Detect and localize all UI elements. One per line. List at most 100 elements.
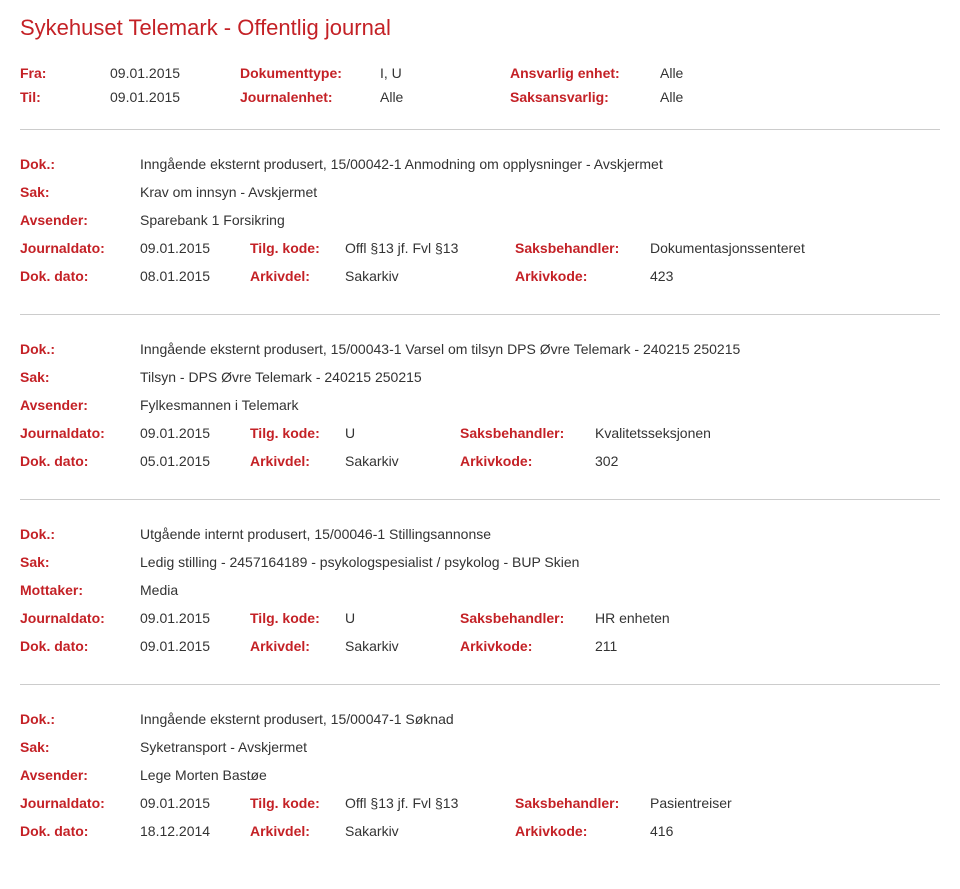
meta-row-2: Dok. dato: 05.01.2015 Arkivdel: Sakarkiv… (20, 447, 940, 475)
dok-value: Utgående internt produsert, 15/00046-1 S… (140, 526, 491, 542)
sender-label: Avsender: (20, 212, 140, 228)
sender-row: Avsender: Lege Morten Bastøe (20, 761, 940, 789)
meta-row-2: Dok. dato: 09.01.2015 Arkivdel: Sakarkiv… (20, 632, 940, 660)
sak-row: Sak: Ledig stilling - 2457164189 - psyko… (20, 548, 940, 576)
saksbehandler-value: Pasientreiser (650, 795, 732, 811)
dokdato-label: Dok. dato: (20, 268, 140, 284)
journalenhet-label: Journalenhet: (240, 89, 380, 105)
sender-value: Lege Morten Bastøe (140, 767, 267, 783)
arkivkode-value: 416 (650, 823, 673, 839)
dok-value: Inngående eksternt produsert, 15/00047-1… (140, 711, 454, 727)
dokdato-value: 05.01.2015 (140, 453, 250, 469)
tilgkode-label: Tilg. kode: (250, 240, 345, 256)
sak-value: Ledig stilling - 2457164189 - psykologsp… (140, 554, 579, 570)
arkivdel-value: Sakarkiv (345, 453, 460, 469)
sak-label: Sak: (20, 369, 140, 385)
arkivkode-label: Arkivkode: (515, 823, 650, 839)
sender-label: Avsender: (20, 397, 140, 413)
journaldato-value: 09.01.2015 (140, 795, 250, 811)
meta-row-1: Journaldato: 09.01.2015 Tilg. kode: Offl… (20, 234, 940, 262)
dok-label: Dok.: (20, 156, 140, 172)
dokdato-label: Dok. dato: (20, 453, 140, 469)
journal-container: Sykehuset Telemark - Offentlig journal F… (0, 0, 960, 889)
meta-row-1: Journaldato: 09.01.2015 Tilg. kode: U Sa… (20, 604, 940, 632)
dok-row: Dok.: Utgående internt produsert, 15/000… (20, 520, 940, 548)
dokdato-value: 09.01.2015 (140, 638, 250, 654)
tilgkode-label: Tilg. kode: (250, 425, 345, 441)
dokdato-label: Dok. dato: (20, 823, 140, 839)
page-title: Sykehuset Telemark - Offentlig journal (20, 0, 940, 51)
journal-record: Dok.: Utgående internt produsert, 15/000… (20, 499, 940, 684)
sak-value: Syketransport - Avskjermet (140, 739, 307, 755)
journalenhet-value: Alle (380, 89, 510, 105)
sak-label: Sak: (20, 554, 140, 570)
saksansvarlig-value: Alle (660, 89, 683, 105)
dok-row: Dok.: Inngående eksternt produsert, 15/0… (20, 150, 940, 178)
saksbehandler-value: Dokumentasjonssenteret (650, 240, 805, 256)
meta-row-2: Dok. dato: 18.12.2014 Arkivdel: Sakarkiv… (20, 817, 940, 845)
dok-label: Dok.: (20, 526, 140, 542)
dokdato-value: 18.12.2014 (140, 823, 250, 839)
sender-value: Media (140, 582, 178, 598)
arkivdel-value: Sakarkiv (345, 268, 515, 284)
journaldato-value: 09.01.2015 (140, 610, 250, 626)
meta-row-2: Dok. dato: 08.01.2015 Arkivdel: Sakarkiv… (20, 262, 940, 290)
sender-row: Avsender: Fylkesmannen i Telemark (20, 391, 940, 419)
arkivdel-label: Arkivdel: (250, 453, 345, 469)
fra-label: Fra: (20, 65, 110, 81)
saksbehandler-label: Saksbehandler: (515, 795, 650, 811)
tilgkode-value: U (345, 610, 460, 626)
meta-row-1: Journaldato: 09.01.2015 Tilg. kode: Offl… (20, 789, 940, 817)
sender-row: Avsender: Sparebank 1 Forsikring (20, 206, 940, 234)
header-block: Fra: 09.01.2015 Dokumenttype: I, U Ansva… (20, 51, 940, 129)
header-row-1: Fra: 09.01.2015 Dokumenttype: I, U Ansva… (20, 61, 940, 85)
journaldato-label: Journaldato: (20, 240, 140, 256)
journaldato-label: Journaldato: (20, 610, 140, 626)
dok-value: Inngående eksternt produsert, 15/00043-1… (140, 341, 740, 357)
saksansvarlig-label: Saksansvarlig: (510, 89, 660, 105)
journal-record: Dok.: Inngående eksternt produsert, 15/0… (20, 684, 940, 869)
arkivkode-label: Arkivkode: (460, 638, 595, 654)
fra-value: 09.01.2015 (110, 65, 240, 81)
saksbehandler-label: Saksbehandler: (460, 425, 595, 441)
arkivkode-value: 423 (650, 268, 673, 284)
journal-record: Dok.: Inngående eksternt produsert, 15/0… (20, 129, 940, 314)
sender-label: Avsender: (20, 767, 140, 783)
saksbehandler-label: Saksbehandler: (460, 610, 595, 626)
sak-value: Krav om innsyn - Avskjermet (140, 184, 317, 200)
arkivkode-label: Arkivkode: (460, 453, 595, 469)
tilgkode-value: Offl §13 jf. Fvl §13 (345, 795, 515, 811)
journaldato-label: Journaldato: (20, 795, 140, 811)
arkivdel-value: Sakarkiv (345, 823, 515, 839)
arkivdel-label: Arkivdel: (250, 638, 345, 654)
tilgkode-value: Offl §13 jf. Fvl §13 (345, 240, 515, 256)
dok-row: Dok.: Inngående eksternt produsert, 15/0… (20, 335, 940, 363)
arkivdel-label: Arkivdel: (250, 823, 345, 839)
sak-row: Sak: Krav om innsyn - Avskjermet (20, 178, 940, 206)
journaldato-value: 09.01.2015 (140, 425, 250, 441)
sak-row: Sak: Tilsyn - DPS Øvre Telemark - 240215… (20, 363, 940, 391)
arkivkode-label: Arkivkode: (515, 268, 650, 284)
journaldato-value: 09.01.2015 (140, 240, 250, 256)
arkivdel-value: Sakarkiv (345, 638, 460, 654)
sak-label: Sak: (20, 739, 140, 755)
sak-label: Sak: (20, 184, 140, 200)
journal-record: Dok.: Inngående eksternt produsert, 15/0… (20, 314, 940, 499)
sender-row: Mottaker: Media (20, 576, 940, 604)
saksbehandler-label: Saksbehandler: (515, 240, 650, 256)
journaldato-label: Journaldato: (20, 425, 140, 441)
dokumenttype-label: Dokumenttype: (240, 65, 380, 81)
tilgkode-label: Tilg. kode: (250, 610, 345, 626)
arkivdel-label: Arkivdel: (250, 268, 345, 284)
dok-row: Dok.: Inngående eksternt produsert, 15/0… (20, 705, 940, 733)
arkivkode-value: 302 (595, 453, 618, 469)
til-label: Til: (20, 89, 110, 105)
dok-label: Dok.: (20, 341, 140, 357)
til-value: 09.01.2015 (110, 89, 240, 105)
sak-row: Sak: Syketransport - Avskjermet (20, 733, 940, 761)
meta-row-1: Journaldato: 09.01.2015 Tilg. kode: U Sa… (20, 419, 940, 447)
sender-value: Fylkesmannen i Telemark (140, 397, 298, 413)
dokdato-label: Dok. dato: (20, 638, 140, 654)
arkivkode-value: 211 (595, 638, 617, 654)
sender-value: Sparebank 1 Forsikring (140, 212, 285, 228)
